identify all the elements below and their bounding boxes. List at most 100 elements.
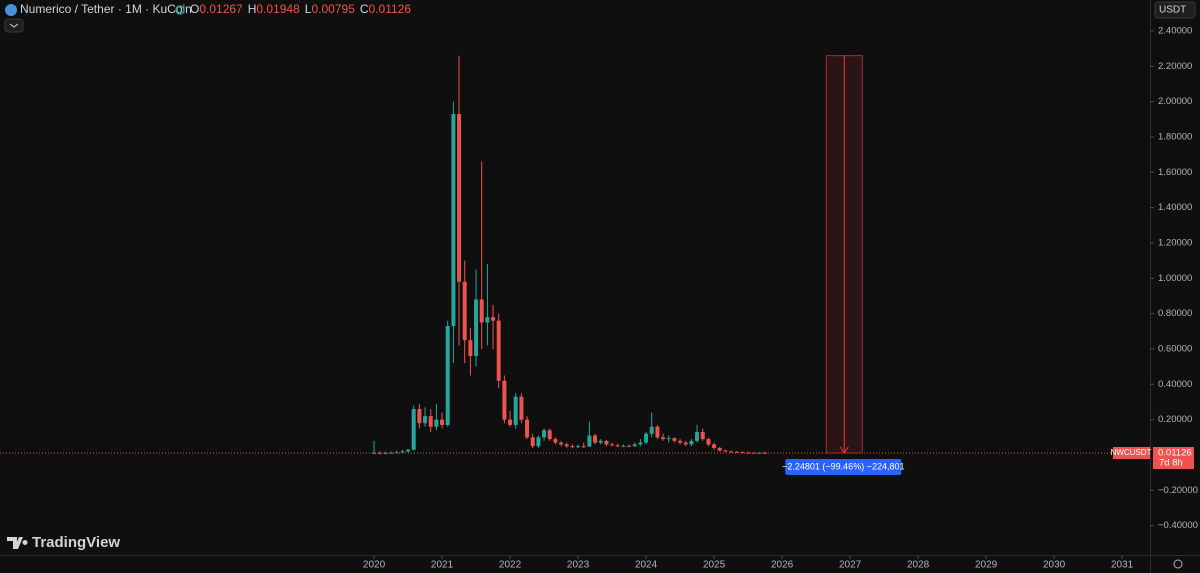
candle-body	[576, 446, 581, 448]
candle-body	[695, 432, 700, 441]
candle-body	[598, 440, 603, 443]
ohlc-value: 0.00795	[311, 2, 355, 16]
candle-body	[570, 446, 575, 448]
x-tick-label: 2022	[499, 560, 522, 571]
candle-body	[706, 439, 711, 445]
symbol-logo[interactable]	[5, 4, 17, 16]
brand-mark	[7, 537, 28, 549]
x-tick-label: 2026	[771, 560, 794, 571]
candle-body	[383, 453, 388, 455]
ohlc-key: L	[305, 2, 312, 16]
ohlc-value: 0.01267	[199, 2, 243, 16]
candle-body	[672, 438, 677, 441]
candle-body	[485, 317, 490, 323]
ohlc-value: 0.01948	[256, 2, 300, 16]
last-price-tag	[1153, 447, 1194, 470]
candle-body	[610, 444, 615, 446]
candle-body	[400, 451, 405, 453]
candle-body	[683, 442, 688, 445]
candle-body	[434, 419, 439, 427]
candle-body	[440, 419, 445, 425]
x-tick-label: 2025	[703, 560, 726, 571]
candle-body	[627, 445, 632, 447]
candle-body	[542, 430, 547, 438]
y-tick-label: 1.20000	[1158, 237, 1192, 248]
candle-body	[496, 320, 501, 381]
candle-body	[581, 446, 586, 448]
last-price-label: 0.01126	[1158, 448, 1192, 459]
measure-label: −2.24801 (−99.46%) −224,801	[782, 461, 904, 471]
candle-body	[377, 452, 382, 454]
symbol-tag	[1113, 447, 1150, 460]
candle-body	[547, 430, 552, 440]
candle-body	[406, 449, 411, 452]
y-tick-label: 0.60000	[1158, 343, 1192, 354]
candle-body	[502, 380, 507, 420]
ohlc-readout: O0.01267 H0.01948 L0.00795 C0.01126	[190, 2, 411, 16]
candle-body	[462, 281, 467, 341]
candle-body	[445, 326, 450, 425]
candle-body	[428, 416, 433, 427]
x-tick-label: 2024	[635, 560, 658, 571]
y-tick-label: 0.40000	[1158, 379, 1192, 390]
candle-body	[530, 437, 535, 447]
candle-body	[553, 439, 558, 443]
candle-body	[525, 419, 530, 438]
y-tick-label: −0.40000	[1158, 520, 1198, 531]
candle-body	[372, 452, 377, 454]
y-tick-label: 2.40000	[1158, 25, 1192, 36]
y-tick-label: 2.00000	[1158, 96, 1192, 107]
ohlc-key: H	[248, 2, 257, 16]
candle-body	[689, 440, 694, 445]
settings-icon[interactable]	[1173, 559, 1183, 569]
ohlc-key: C	[360, 2, 369, 16]
y-tick-label: 1.40000	[1158, 202, 1192, 213]
currency-button[interactable]	[1154, 1, 1196, 19]
collapse-button[interactable]	[4, 18, 24, 33]
candle-body	[649, 426, 654, 434]
candle-body	[729, 451, 734, 453]
candle-body	[587, 435, 592, 447]
candle-body	[564, 444, 569, 447]
ohlc-value: 0.01126	[369, 2, 412, 16]
chart-title: Numerico / Tether · 1M · KuCoin	[20, 2, 192, 16]
x-tick-label: 2020	[363, 560, 386, 571]
y-tick-label: 1.80000	[1158, 131, 1192, 142]
candle-body	[559, 442, 564, 445]
candle-body	[740, 452, 745, 454]
chevron-icon	[9, 23, 19, 28]
candle-body	[717, 447, 722, 451]
candle-body	[593, 435, 598, 443]
brand-name: TradingView	[32, 534, 120, 551]
plot-area	[0, 55, 1150, 455]
measure-arrowhead	[839, 446, 849, 454]
candle-body	[468, 340, 473, 357]
candle-body	[632, 444, 637, 447]
candle-body	[723, 450, 728, 452]
candle-body	[423, 416, 428, 424]
market-status[interactable]	[175, 5, 185, 15]
currency-label[interactable]: USDT	[1159, 5, 1186, 16]
ohlc-key: O	[190, 2, 199, 16]
candle-body	[474, 299, 479, 357]
x-tick-label: 2028	[907, 560, 930, 571]
candle-body	[491, 317, 496, 321]
y-tick-label: 0.80000	[1158, 308, 1192, 319]
brand-logo[interactable]: TradingView	[7, 534, 120, 551]
candle-body	[638, 442, 643, 445]
x-tick-label: 2029	[975, 560, 998, 571]
candle-body	[451, 113, 456, 327]
candle-body	[655, 426, 660, 438]
candle-body	[666, 438, 671, 440]
x-tick-label: 2023	[567, 560, 590, 571]
candle-body	[644, 433, 649, 443]
candle-body	[712, 444, 717, 448]
candle-body	[411, 409, 416, 450]
candle-body	[734, 451, 739, 453]
x-tick-label: 2030	[1043, 560, 1066, 571]
candle-body	[457, 113, 462, 282]
candle-body	[604, 440, 609, 445]
